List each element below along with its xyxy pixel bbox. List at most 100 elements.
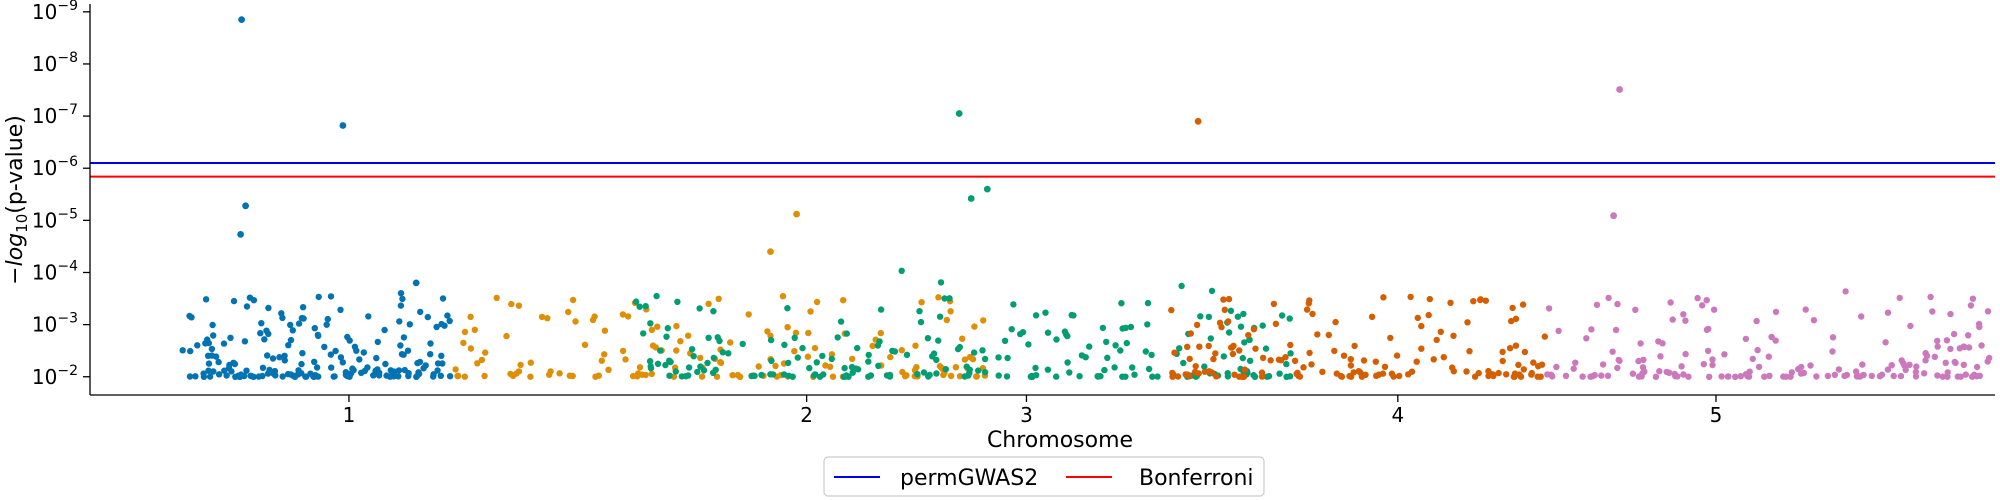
snp-point-chr4	[1351, 342, 1358, 350]
snp-point-chr2	[544, 315, 551, 322]
snp-point-chr5	[1852, 368, 1860, 375]
snp-point-chr1	[374, 338, 381, 346]
snp-point-chr2	[980, 317, 987, 324]
snp-point-chr3	[920, 369, 928, 376]
snp-point-chr1	[279, 373, 286, 380]
snp-point-chr3	[705, 334, 712, 341]
snp-point-chr4	[1495, 369, 1502, 377]
snp-point-chr4	[1475, 369, 1482, 377]
snp-point-chr5	[1780, 373, 1787, 380]
snp-point-chr5	[1878, 371, 1886, 378]
snp-point-chr4	[1390, 373, 1397, 380]
snp-point-chr1	[427, 340, 434, 347]
snp-point-chr2	[515, 302, 523, 309]
snp-point-chr5	[1829, 334, 1837, 341]
snp-point-chr3	[780, 371, 788, 378]
snp-point-chr1	[237, 371, 245, 378]
snp-point-chr5	[1984, 358, 1991, 365]
snp-point-chr5	[1842, 288, 1849, 295]
snp-point-chr1	[208, 345, 216, 353]
snp-point-chr3	[1220, 353, 1228, 360]
snp-point-chr3	[725, 350, 732, 357]
snp-point-chr3	[916, 308, 923, 315]
snp-point-chr5	[1984, 308, 1992, 315]
snp-point-chr1	[360, 349, 367, 356]
snp-point-chr4	[1170, 371, 1177, 378]
snp-point-chr2	[478, 356, 486, 364]
snp-point-chr4	[1517, 373, 1525, 380]
snp-point-chr3	[791, 334, 798, 341]
snp-point-chr3	[1131, 371, 1138, 378]
snp-point-chr4	[1362, 371, 1369, 378]
snp-point-chr4	[1196, 343, 1203, 350]
snp-point-chr3	[877, 306, 885, 313]
snp-point-chr1	[327, 351, 334, 358]
snp-point-chr1	[433, 323, 440, 331]
snp-point-chr5	[1798, 363, 1805, 371]
snp-point-chr3	[1122, 373, 1129, 380]
snp-point-chr3	[1044, 366, 1052, 373]
snp-point-chr1	[223, 372, 230, 379]
snp-point-chr3	[1176, 345, 1183, 352]
snp-point-chr1	[437, 372, 444, 379]
snp-point-chr2	[792, 329, 800, 336]
snp-point-chr3	[1225, 329, 1233, 336]
snp-point-chr4	[1482, 297, 1490, 304]
snp-point-chr3	[941, 295, 948, 302]
snp-point-chr4	[1168, 306, 1175, 314]
snp-point-chr1	[339, 359, 346, 366]
snp-point-chr1	[264, 352, 271, 359]
snp-point-chr2	[947, 308, 954, 315]
snp-point-chr2	[460, 339, 467, 347]
snp-point-chr2	[454, 372, 461, 380]
snp-point-chr2	[715, 295, 722, 302]
y-tick-label: 10−7	[32, 102, 78, 128]
snp-point-chr5	[1682, 317, 1689, 324]
snp-point-chr2	[943, 316, 950, 324]
snp-point-chr2	[601, 351, 608, 358]
snp-point-chr2	[826, 363, 834, 370]
snp-point-chr2	[779, 293, 787, 300]
snp-point-chr3	[714, 334, 721, 341]
snp-point-chr3	[936, 313, 944, 320]
snp-point-chr5	[1766, 372, 1773, 379]
snp-point-chr4	[1213, 373, 1220, 380]
snp-point-chr3	[843, 330, 850, 337]
snp-point-chr2	[605, 366, 612, 373]
snp-point-chr5	[1656, 368, 1663, 375]
snp-point-chr3	[1240, 310, 1247, 318]
snp-point-chr4	[1437, 328, 1445, 335]
snp-point-chr1	[364, 364, 371, 371]
snp-point-chr1	[314, 331, 322, 339]
snp-point-chr2	[546, 371, 553, 378]
snp-point-chr5	[1588, 326, 1595, 333]
snp-point-chr1	[351, 343, 359, 350]
legend-frame	[823, 456, 1265, 497]
snp-point-chr3	[1101, 366, 1108, 374]
snp-point-chr4	[1187, 330, 1195, 337]
snp-point-chr1	[397, 342, 404, 349]
snp-point-chr3	[1241, 339, 1248, 346]
snp-point-chr3	[1287, 350, 1294, 357]
snp-point-chr5	[1655, 338, 1662, 345]
snp-point-chr1	[276, 354, 283, 361]
snp-point-chr3	[837, 318, 845, 325]
snp-point-chr4	[1449, 364, 1456, 371]
snp-point-chr5	[1709, 361, 1716, 369]
snp-point-chr4	[1333, 370, 1341, 377]
snp-point-chr4	[1534, 373, 1541, 380]
snp-point-chr1	[299, 304, 307, 311]
snp-point-chr4	[1186, 373, 1193, 380]
snp-point-chr5	[1890, 372, 1897, 380]
snp-point-chr3	[1234, 313, 1242, 320]
snp-point-chr2	[482, 349, 489, 356]
snp-point-chr3	[1142, 348, 1150, 355]
snp-point-chr5	[1921, 370, 1928, 377]
snp-point-chr5	[1967, 302, 1975, 309]
snp-point-chr3	[995, 372, 1002, 379]
snp-point-chr1	[228, 368, 235, 375]
snp-point-chr5	[1888, 362, 1895, 369]
snp-point-chr4	[1440, 354, 1448, 361]
snp-point-chr2	[899, 368, 906, 376]
